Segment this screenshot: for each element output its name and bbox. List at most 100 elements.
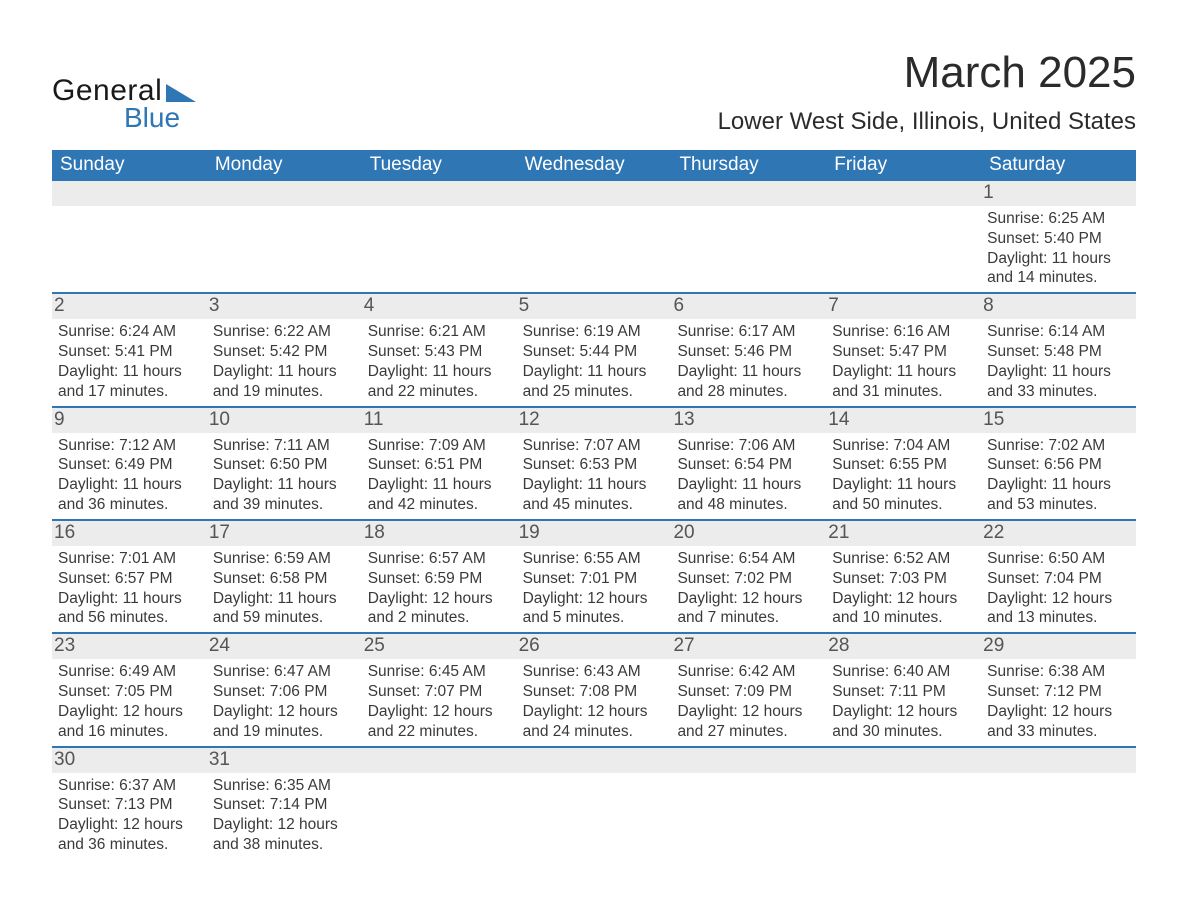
day-number	[981, 748, 1136, 773]
logo: General Blue	[52, 74, 196, 134]
sunrise-text: Sunrise: 7:11 AM	[213, 436, 356, 456]
day-number: 8	[981, 294, 1136, 319]
day-number: 12	[517, 408, 672, 433]
sunset-text: Sunset: 7:03 PM	[832, 569, 975, 589]
daylight-text: Daylight: 11 hours and 53 minutes.	[987, 475, 1130, 515]
sunset-text: Sunset: 5:41 PM	[58, 342, 201, 362]
sunset-text: Sunset: 7:07 PM	[368, 682, 511, 702]
dow-cell: Wednesday	[517, 150, 672, 181]
day-number: 30	[52, 748, 207, 773]
daylight-text: Daylight: 12 hours and 27 minutes.	[677, 702, 820, 742]
day-number: 4	[362, 294, 517, 319]
day-body: Sunrise: 6:38 AMSunset: 7:12 PMDaylight:…	[987, 662, 1130, 741]
day-cell: 5 Sunrise: 6:19 AMSunset: 5:44 PMDaylight…	[517, 294, 672, 405]
daylight-text: Daylight: 11 hours and 36 minutes.	[58, 475, 201, 515]
sunset-text: Sunset: 6:50 PM	[213, 455, 356, 475]
sunset-text: Sunset: 5:40 PM	[987, 229, 1130, 249]
sunset-text: Sunset: 7:08 PM	[523, 682, 666, 702]
week-row: 1Sunrise: 6:25 AMSunset: 5:40 PMDaylight…	[52, 181, 1136, 294]
sunrise-text: Sunrise: 7:01 AM	[58, 549, 201, 569]
day-cell: 4 Sunrise: 6:21 AMSunset: 5:43 PMDaylight…	[362, 294, 517, 405]
day-number: 9	[52, 408, 207, 433]
day-cell	[362, 748, 517, 859]
daylight-text: Daylight: 12 hours and 38 minutes.	[213, 815, 356, 855]
heading: March 2025 Lower West Side, Illinois, Un…	[718, 48, 1136, 136]
day-body: Sunrise: 6:22 AMSunset: 5:42 PMDaylight:…	[213, 322, 356, 401]
day-body: Sunrise: 6:14 AMSunset: 5:48 PMDaylight:…	[987, 322, 1130, 401]
day-number: 19	[517, 521, 672, 546]
day-number	[362, 181, 517, 206]
sunrise-text: Sunrise: 6:21 AM	[368, 322, 511, 342]
day-body: Sunrise: 6:49 AMSunset: 7:05 PMDaylight:…	[58, 662, 201, 741]
day-number: 15	[981, 408, 1136, 433]
sunrise-text: Sunrise: 6:16 AM	[832, 322, 975, 342]
day-number: 26	[517, 634, 672, 659]
sunset-text: Sunset: 7:01 PM	[523, 569, 666, 589]
sunrise-text: Sunrise: 6:35 AM	[213, 776, 356, 796]
sunrise-text: Sunrise: 6:14 AM	[987, 322, 1130, 342]
day-number: 5	[517, 294, 672, 319]
day-body: Sunrise: 6:17 AMSunset: 5:46 PMDaylight:…	[677, 322, 820, 401]
sunset-text: Sunset: 6:55 PM	[832, 455, 975, 475]
sunset-text: Sunset: 6:59 PM	[368, 569, 511, 589]
day-cell	[826, 181, 981, 292]
day-cell: 22Sunrise: 6:50 AMSunset: 7:04 PMDayligh…	[981, 521, 1136, 632]
sunset-text: Sunset: 5:48 PM	[987, 342, 1130, 362]
day-cell: 31 Sunrise: 6:35 AMSunset: 7:14 PMDayligh…	[207, 748, 362, 859]
dow-cell: Monday	[207, 150, 362, 181]
daylight-text: Daylight: 11 hours and 25 minutes.	[523, 362, 666, 402]
sunset-text: Sunset: 7:05 PM	[58, 682, 201, 702]
daylight-text: Daylight: 12 hours and 22 minutes.	[368, 702, 511, 742]
day-body: Sunrise: 6:19 AMSunset: 5:44 PMDaylight:…	[523, 322, 666, 401]
sunrise-text: Sunrise: 6:19 AM	[523, 322, 666, 342]
sunrise-text: Sunrise: 6:22 AM	[213, 322, 356, 342]
daylight-text: Daylight: 11 hours and 42 minutes.	[368, 475, 511, 515]
day-number: 20	[671, 521, 826, 546]
daylight-text: Daylight: 12 hours and 2 minutes.	[368, 589, 511, 629]
day-cell: 19Sunrise: 6:55 AMSunset: 7:01 PMDayligh…	[517, 521, 672, 632]
sunrise-text: Sunrise: 6:38 AM	[987, 662, 1130, 682]
sunset-text: Sunset: 6:57 PM	[58, 569, 201, 589]
day-number: 3	[207, 294, 362, 319]
day-number: 14	[826, 408, 981, 433]
sunrise-text: Sunrise: 6:54 AM	[677, 549, 820, 569]
daylight-text: Daylight: 11 hours and 56 minutes.	[58, 589, 201, 629]
day-cell: 27Sunrise: 6:42 AMSunset: 7:09 PMDayligh…	[671, 634, 826, 745]
calendar: SundayMondayTuesdayWednesdayThursdayFrid…	[52, 150, 1136, 861]
day-number: 18	[362, 521, 517, 546]
daylight-text: Daylight: 11 hours and 14 minutes.	[987, 249, 1130, 289]
day-number: 21	[826, 521, 981, 546]
day-number: 2	[52, 294, 207, 319]
day-body: Sunrise: 7:09 AMSunset: 6:51 PMDaylight:…	[368, 436, 511, 515]
day-body: Sunrise: 6:16 AMSunset: 5:47 PMDaylight:…	[832, 322, 975, 401]
daylight-text: Daylight: 11 hours and 33 minutes.	[987, 362, 1130, 402]
sunrise-text: Sunrise: 7:04 AM	[832, 436, 975, 456]
sunset-text: Sunset: 6:58 PM	[213, 569, 356, 589]
daylight-text: Daylight: 12 hours and 33 minutes.	[987, 702, 1130, 742]
day-body: Sunrise: 6:25 AMSunset: 5:40 PMDaylight:…	[987, 209, 1130, 288]
day-number: 31	[207, 748, 362, 773]
sunrise-text: Sunrise: 6:59 AM	[213, 549, 356, 569]
daylight-text: Daylight: 11 hours and 59 minutes.	[213, 589, 356, 629]
day-body: Sunrise: 7:06 AMSunset: 6:54 PMDaylight:…	[677, 436, 820, 515]
sunrise-text: Sunrise: 6:43 AM	[523, 662, 666, 682]
day-number: 22	[981, 521, 1136, 546]
sunset-text: Sunset: 5:44 PM	[523, 342, 666, 362]
daylight-text: Daylight: 12 hours and 24 minutes.	[523, 702, 666, 742]
dow-cell: Tuesday	[362, 150, 517, 181]
day-number	[207, 181, 362, 206]
daylight-text: Daylight: 11 hours and 48 minutes.	[677, 475, 820, 515]
day-cell: 25Sunrise: 6:45 AMSunset: 7:07 PMDayligh…	[362, 634, 517, 745]
day-body: Sunrise: 6:45 AMSunset: 7:07 PMDaylight:…	[368, 662, 511, 741]
day-cell: 29Sunrise: 6:38 AMSunset: 7:12 PMDayligh…	[981, 634, 1136, 745]
day-cell: 15Sunrise: 7:02 AMSunset: 6:56 PMDayligh…	[981, 408, 1136, 519]
sunset-text: Sunset: 7:11 PM	[832, 682, 975, 702]
day-body: Sunrise: 6:52 AMSunset: 7:03 PMDaylight:…	[832, 549, 975, 628]
day-cell: 3 Sunrise: 6:22 AMSunset: 5:42 PMDaylight…	[207, 294, 362, 405]
day-body: Sunrise: 6:21 AMSunset: 5:43 PMDaylight:…	[368, 322, 511, 401]
daylight-text: Daylight: 12 hours and 19 minutes.	[213, 702, 356, 742]
day-cell: 20Sunrise: 6:54 AMSunset: 7:02 PMDayligh…	[671, 521, 826, 632]
day-body: Sunrise: 6:35 AMSunset: 7:14 PMDaylight:…	[213, 776, 356, 855]
day-cell: 21 Sunrise: 6:52 AMSunset: 7:03 PMDayligh…	[826, 521, 981, 632]
day-cell: 10Sunrise: 7:11 AMSunset: 6:50 PMDayligh…	[207, 408, 362, 519]
